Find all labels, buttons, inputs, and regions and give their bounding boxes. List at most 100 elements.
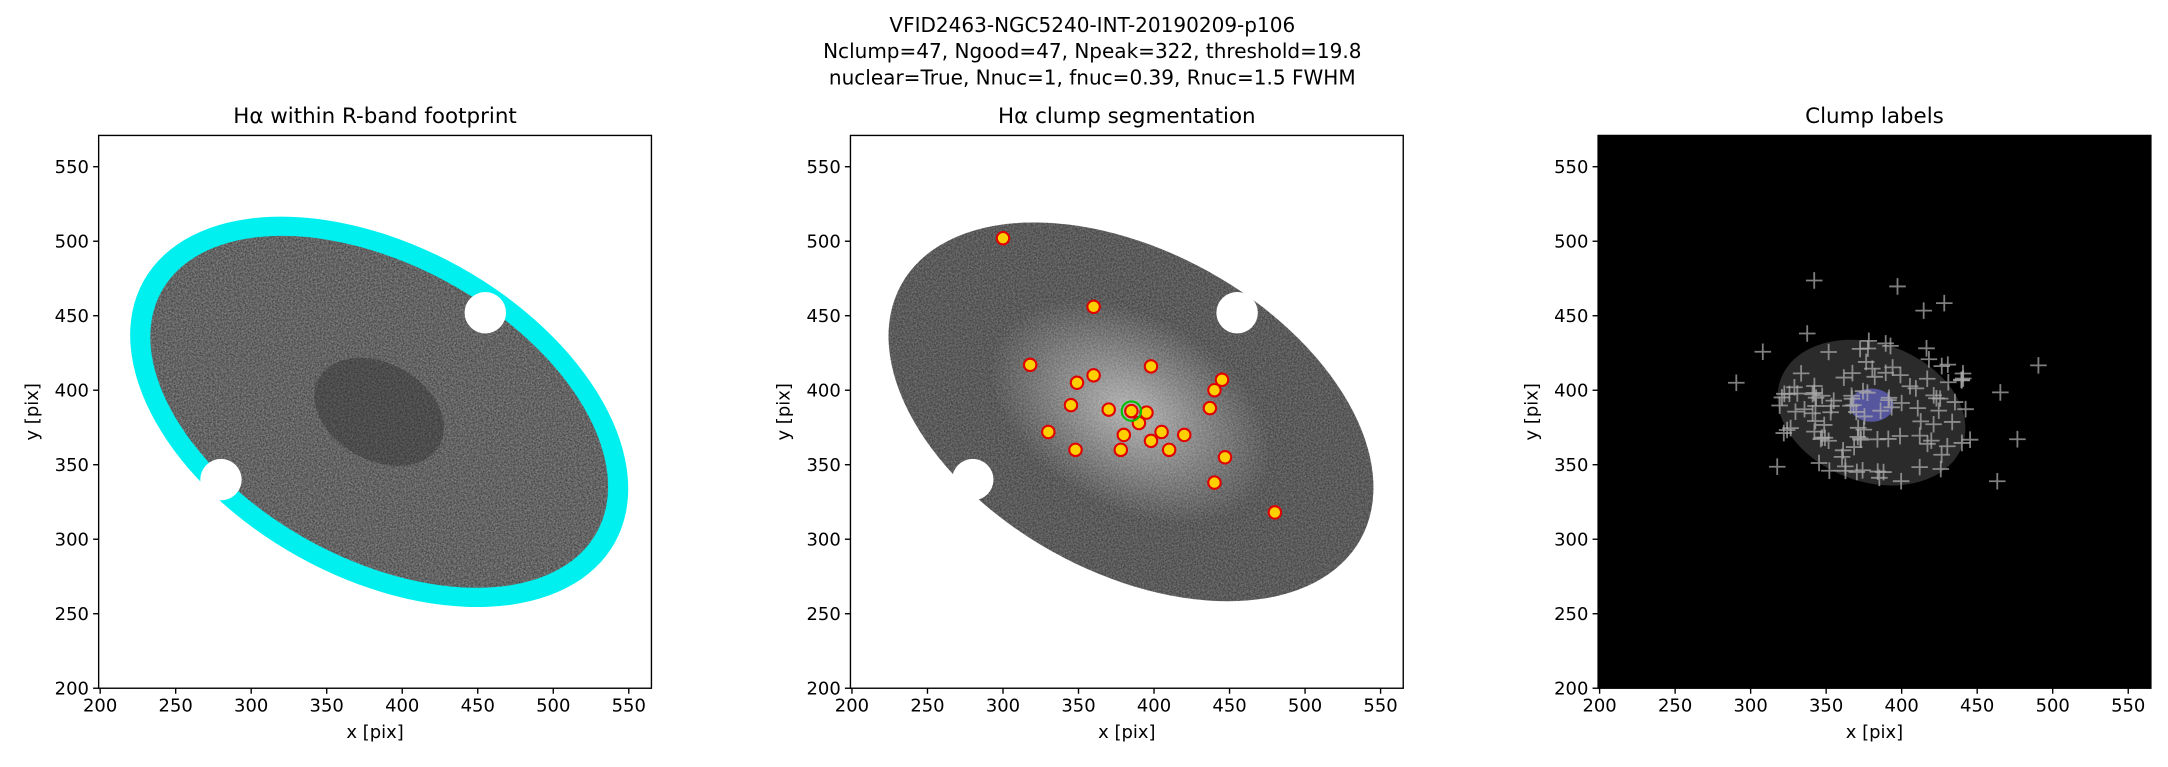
peak-marker (1812, 430, 1830, 448)
peak-marker (1891, 427, 1909, 445)
peak-marker (1923, 432, 1940, 449)
x-tick-label: 500 (536, 696, 570, 717)
peak-marker (1935, 294, 1953, 312)
x-tick-label: 300 (1734, 696, 1768, 717)
x-tick-label: 400 (385, 696, 419, 717)
axes-frame (97, 134, 653, 689)
clump-marker (1063, 397, 1079, 413)
y-tick-label: 200 (1554, 678, 1588, 699)
y-tick-label: 500 (55, 231, 89, 252)
peak-marker (1943, 413, 1961, 431)
x-tick-label: 200 (1582, 696, 1616, 717)
x-tick-label: 500 (1288, 696, 1322, 717)
peak-marker (2009, 430, 2026, 448)
peak-marker (1792, 365, 1810, 382)
peak-marker (1932, 460, 1950, 478)
clump-marker (1143, 359, 1159, 374)
peak-marker (1845, 396, 1862, 414)
clump-marker (1022, 357, 1038, 373)
peak-marker (1835, 369, 1853, 386)
peak-marker (1928, 389, 1945, 407)
axes-frame (1597, 134, 2152, 689)
clump-marker (1086, 368, 1101, 383)
peak-marker (1845, 438, 1863, 456)
peak-marker (1804, 385, 1821, 403)
x-axis-label: x [pix] (1846, 722, 1903, 743)
peak-marker (1815, 416, 1833, 434)
clump-marker (1154, 424, 1169, 440)
panel: 200 250 300 350 400 450 500 550 200 250 300 350 400 4… (1521, 104, 2152, 743)
x-tick-label: 550 (2111, 696, 2145, 717)
peak-marker (1728, 374, 1745, 392)
peak-marker (1939, 437, 1956, 455)
clump-marker (1207, 382, 1222, 398)
label-core (1849, 388, 1894, 422)
peak-marker (1864, 360, 1881, 377)
peak-marker (1852, 431, 1870, 449)
panel: 200 250 300 350 400 450 500 550 200 250 300 350 400 4… (774, 104, 1404, 743)
clump-marker (1267, 505, 1283, 520)
peak-marker (1893, 394, 1910, 412)
y-tick-label: 300 (55, 529, 89, 550)
x-tick-label: 300 (234, 696, 268, 717)
peak-marker (1961, 431, 1979, 448)
peak-marker (1807, 412, 1824, 430)
peak-marker (1933, 446, 1950, 464)
x-tick-label: 450 (1960, 696, 1994, 717)
x-axis-label: x [pix] (346, 722, 403, 743)
peak-marker (1796, 400, 1813, 418)
nucleus-marker (1120, 400, 1143, 422)
clump-marker (1176, 427, 1192, 443)
y-axis-label: y [pix] (774, 383, 795, 440)
peak-marker (1892, 472, 1910, 490)
image (1728, 272, 2047, 490)
y-tick-label: 200 (806, 678, 840, 699)
peak-marker (1854, 382, 1872, 400)
peak-marker (1810, 454, 1828, 472)
galaxy-core (314, 357, 445, 466)
peak-marker (1915, 302, 1932, 319)
peak-marker (1807, 397, 1824, 415)
peak-marker (1920, 350, 1938, 368)
x-tick-label: 250 (159, 696, 193, 717)
peak-marker (1778, 421, 1796, 439)
x-tick-label: 450 (1212, 696, 1246, 717)
peak-marker (1992, 384, 2009, 401)
peak-marker (1844, 364, 1861, 382)
panel: 200 250 300 350 400 450 500 550 200 250 300 350 400 4… (22, 104, 653, 743)
peak-marker (1776, 385, 1793, 403)
peak-marker (1918, 340, 1935, 357)
y-axis-label: y [pix] (22, 383, 43, 440)
peak-marker (1918, 370, 1936, 388)
clump-marker (1101, 402, 1116, 417)
peak-marker (1860, 332, 1878, 350)
peak-marker (1820, 343, 1837, 361)
x-tick-label: 450 (461, 696, 495, 717)
peak-marker (1804, 404, 1821, 422)
clump-marker (1161, 442, 1177, 458)
peak-marker (1848, 403, 1865, 421)
clump-marker (1214, 372, 1230, 388)
figure-title: nuclear=True, Nnuc=1, fnuc=0.39, Rnuc=1.… (829, 65, 1356, 89)
x-tick-label: 250 (1658, 696, 1692, 717)
peak-marker (2030, 357, 2047, 374)
peak-marker (1882, 337, 1899, 355)
peak-marker (1833, 448, 1851, 466)
peak-marker (1775, 424, 1793, 442)
peak-marker (1773, 389, 1791, 406)
peak-marker (1940, 373, 1957, 391)
x-tick-label: 350 (1809, 696, 1843, 717)
x-tick-label: 400 (1885, 696, 1919, 717)
clump-marker (995, 230, 1011, 246)
y-tick-label: 350 (55, 455, 89, 476)
axes-frame (849, 134, 1404, 689)
figure-title: Nclump=47, Ngood=47, Npeak=322, threshol… (823, 39, 1361, 63)
peak-marker (1892, 366, 1909, 384)
image (130, 216, 629, 608)
y-tick-label: 250 (55, 604, 89, 625)
y-axis-label: y [pix] (1521, 383, 1542, 440)
peak-marker (1823, 397, 1840, 415)
peak-marker (1813, 387, 1831, 405)
peak-marker (1872, 402, 1889, 419)
peak-marker (1925, 387, 1943, 404)
